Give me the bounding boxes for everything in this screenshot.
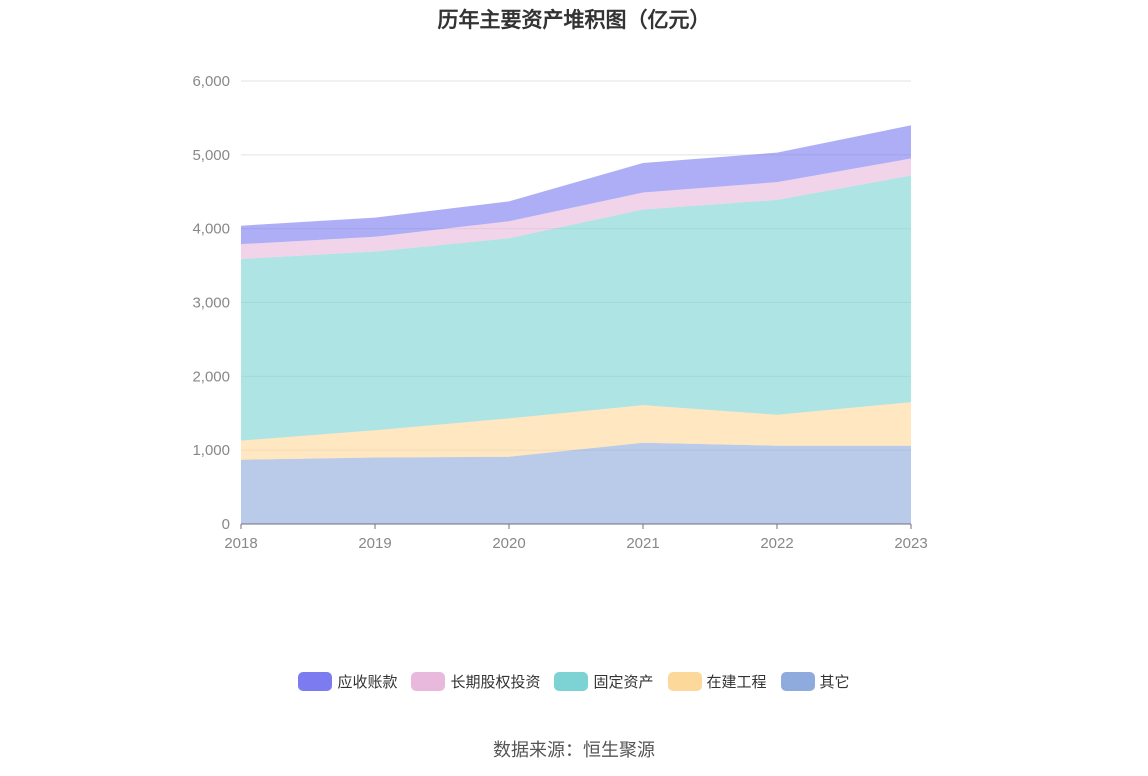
y-tick-label: 0 [222,516,230,533]
legend-swatch [554,672,589,691]
y-tick-label: 3,000 [192,295,230,312]
y-tick-label: 6,000 [192,73,230,90]
area-其它 [241,442,911,524]
source-note: 数据来源：恒生聚源 [493,740,655,760]
area-长期股权投资 [241,158,911,259]
legend-item[interactable]: 其它 [780,671,850,692]
area-在建工程 [241,402,911,460]
legend-swatch [411,672,446,691]
axes: 0 1,000 2,000 3,000 4,000 5,000 6,000 2018 2019 2… [192,73,927,552]
x-tick-label: 2022 [760,535,793,552]
legend-swatch [780,672,815,691]
legend-swatch [298,672,333,691]
y-tick-label: 1,000 [192,442,230,459]
legend-swatch [667,672,702,691]
area-应收账款 [241,125,911,245]
legend-item[interactable]: 应收账款 [298,671,397,692]
legend-label: 其它 [819,674,850,691]
legend-item[interactable]: 在建工程 [667,671,767,692]
legend: 应收账款 长期股权投资 固定资产 在建工程 其它 [0,671,1148,692]
legend-item[interactable]: 固定资产 [554,671,654,692]
x-tick-label: 2020 [492,535,525,552]
x-tick-label: 2019 [358,535,391,552]
area-series [241,125,911,524]
x-tick-label: 2023 [894,535,927,552]
legend-item[interactable]: 长期股权投资 [411,671,540,692]
legend-label: 长期股权投资 [450,674,541,691]
x-tick-label: 2018 [224,535,257,552]
x-tick-label: 2021 [626,535,659,552]
legend-label: 应收账款 [337,674,398,691]
area-固定资产 [241,175,911,441]
y-tick-label: 4,000 [192,221,230,238]
chart-title: 历年主要资产堆积图（亿元） [437,9,711,32]
legend-label: 在建工程 [706,674,767,691]
legend-label: 固定资产 [593,674,654,691]
y-tick-label: 2,000 [192,368,230,385]
y-tick-label: 5,000 [192,147,230,164]
